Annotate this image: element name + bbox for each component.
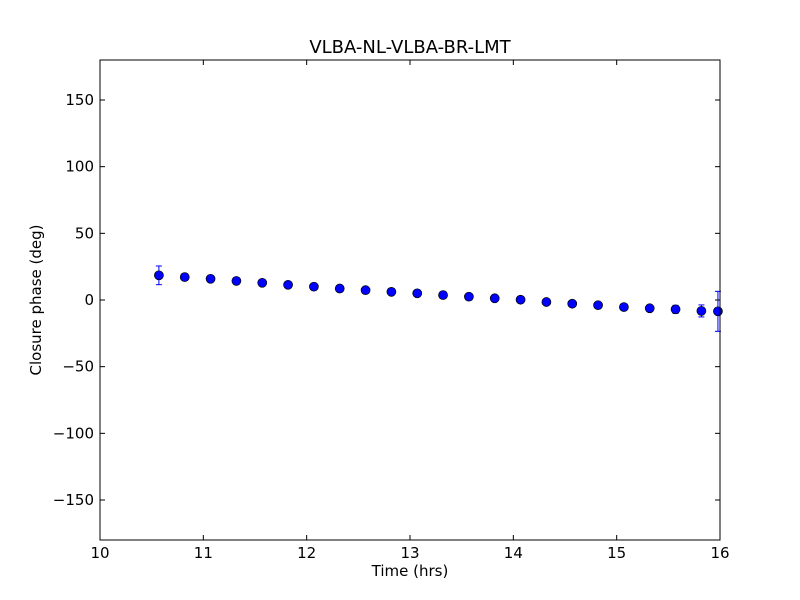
data-point — [670, 304, 681, 315]
x-tick-label: 13 — [400, 544, 419, 562]
axis-ticks-layer: 10 11 12 13 14 15 16 −150 −100 −50 0 50 100 150 — [53, 60, 730, 562]
plot-data-layer — [154, 265, 723, 332]
data-point — [386, 287, 397, 297]
data-point — [179, 272, 190, 282]
x-tick-label: 16 — [710, 544, 729, 562]
plot-frame — [99, 59, 721, 541]
data-point — [619, 302, 629, 312]
y-tick-label: 150 — [65, 91, 94, 109]
y-tick-label: 100 — [65, 158, 94, 176]
chart-title: VLBA-NL-VLBA-BR-LMT — [309, 37, 511, 58]
x-tick-label: 14 — [504, 544, 523, 562]
y-axis-label: Closure phase (deg) — [27, 225, 45, 376]
data-point — [464, 291, 474, 302]
data-point — [283, 279, 293, 290]
data-point — [154, 270, 164, 281]
data-point — [515, 294, 526, 305]
x-tick-label: 15 — [607, 544, 626, 562]
data-point — [334, 283, 345, 294]
data-point — [438, 290, 448, 300]
data-point — [205, 273, 216, 284]
data-point — [713, 306, 723, 317]
data-point — [541, 297, 552, 307]
data-point — [360, 285, 371, 295]
y-tick-label: −50 — [62, 358, 94, 376]
data-point — [696, 306, 707, 316]
y-tick-label: 50 — [75, 224, 94, 242]
data-point — [412, 288, 423, 299]
x-axis-label: Time (hrs) — [371, 562, 449, 580]
x-tick-label: 12 — [297, 544, 316, 562]
y-tick-label: 0 — [84, 291, 94, 309]
data-point — [567, 298, 578, 309]
data-point — [231, 276, 242, 286]
x-tick-label: 10 — [90, 544, 109, 562]
data-point — [309, 281, 319, 292]
y-tick-label: −150 — [53, 491, 94, 509]
data-point — [644, 303, 655, 314]
data-point — [593, 300, 603, 311]
data-point — [257, 277, 268, 288]
x-tick-label: 11 — [194, 544, 213, 562]
data-point — [489, 293, 500, 304]
y-tick-label: −100 — [53, 424, 94, 442]
